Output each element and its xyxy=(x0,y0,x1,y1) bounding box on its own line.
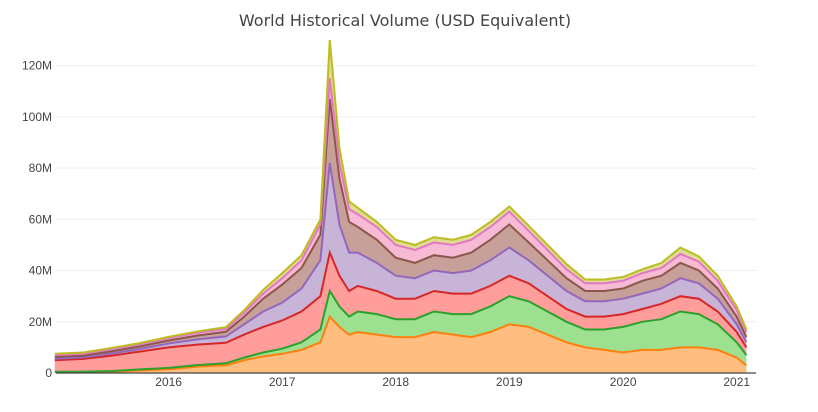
x-tick-label: 2017 xyxy=(269,375,296,389)
x-tick-label: 2016 xyxy=(155,375,182,389)
area-layer-2 xyxy=(54,291,747,373)
series-line-7 xyxy=(54,39,748,355)
y-tick-label: 60M xyxy=(29,212,52,226)
x-tick-label: 2018 xyxy=(382,375,409,389)
series-line-5 xyxy=(54,98,748,358)
series-line-6 xyxy=(54,78,748,357)
series-line-4 xyxy=(54,162,748,360)
area-layers xyxy=(54,40,747,373)
area-layer-1 xyxy=(54,316,747,373)
series-lines xyxy=(54,39,748,374)
x-tick-label: 2020 xyxy=(610,375,637,389)
x-tick-label: 2021 xyxy=(723,375,750,389)
y-tick-label: 100M xyxy=(22,110,52,124)
y-tick-label: 20M xyxy=(29,315,52,329)
area-layer-3 xyxy=(54,252,747,372)
series-line-2 xyxy=(54,288,748,373)
x-axis: 2016 2017 2018 2019 2020 2021 xyxy=(155,375,750,389)
y-tick-label: 80M xyxy=(29,161,52,175)
series-line-3 xyxy=(54,249,748,362)
y-tick-label: 120M xyxy=(22,59,52,73)
y-tick-label: 40M xyxy=(29,264,52,278)
chart-title: World Historical Volume (USD Equivalent) xyxy=(239,11,571,30)
y-axis: 0 20M 40M 60M 80M 100M 120M xyxy=(22,59,756,380)
x-tick-label: 2019 xyxy=(496,375,523,389)
series-line-1 xyxy=(54,314,748,374)
y-tick-label: 0 xyxy=(45,366,52,380)
